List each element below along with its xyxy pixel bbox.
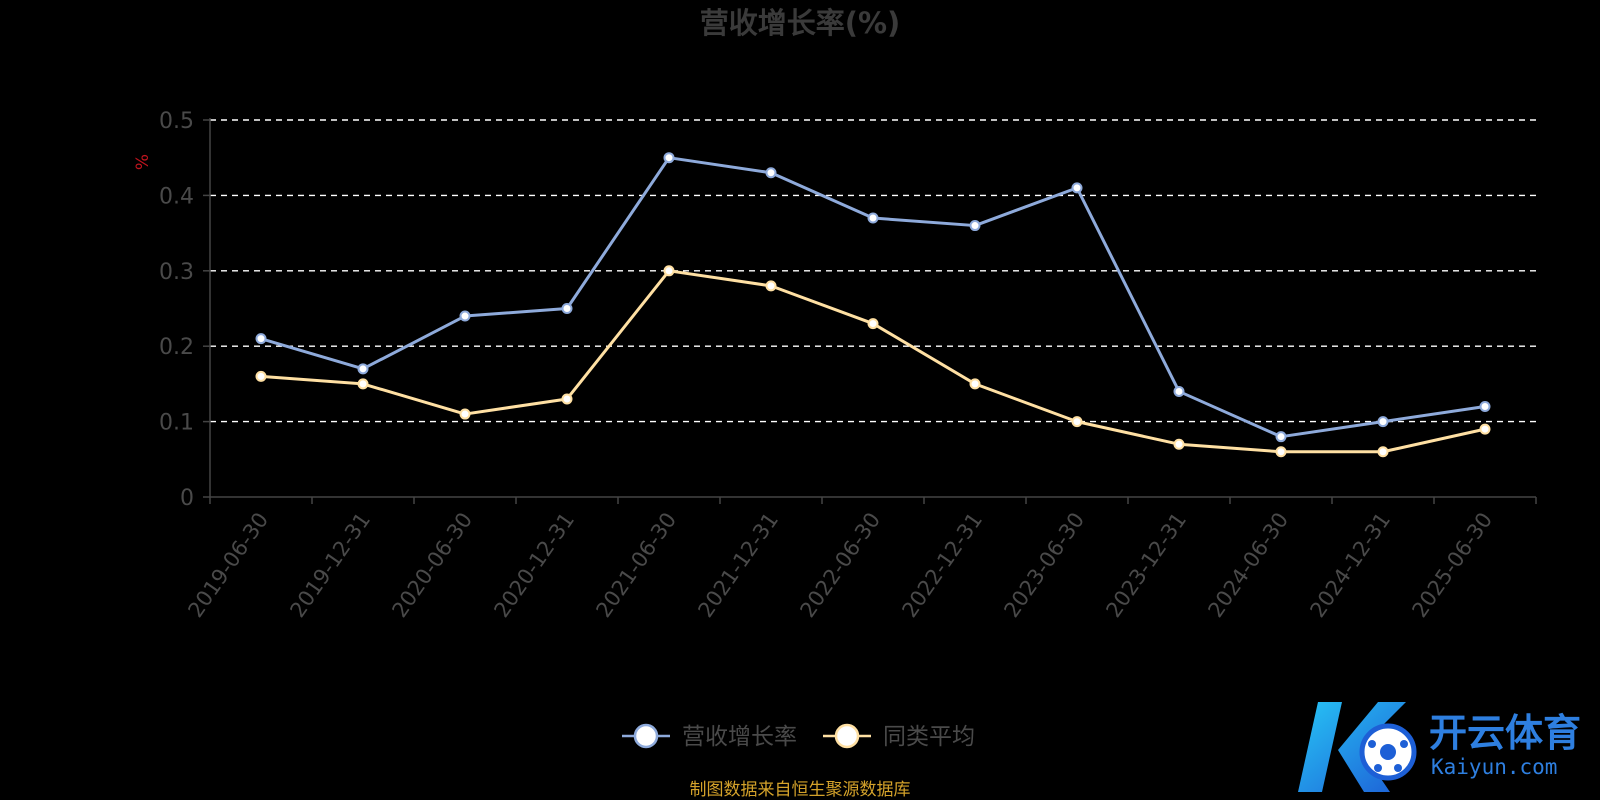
x-tick-label: 2021-12-31 [693, 508, 783, 622]
legend-label-peer-average: 同类平均 [883, 724, 975, 750]
data-point[interactable] [1173, 438, 1185, 450]
data-point[interactable] [255, 333, 267, 345]
data-point[interactable] [561, 393, 573, 405]
series-revenue-growth [255, 152, 1491, 443]
data-point[interactable] [969, 220, 981, 232]
data-point[interactable] [663, 265, 675, 277]
x-tick-label: 2024-06-30 [1203, 508, 1293, 622]
y-tick-label: 0.3 [159, 260, 194, 285]
y-tick-label: 0.2 [159, 335, 194, 360]
x-tick-label: 2023-06-30 [999, 508, 1089, 622]
series-line [260, 269, 1486, 454]
data-point[interactable] [1377, 446, 1389, 458]
x-tick-label: 2019-06-30 [183, 508, 273, 622]
data-point[interactable] [1275, 431, 1287, 443]
data-point[interactable] [1377, 416, 1389, 428]
data-point[interactable] [1275, 446, 1287, 458]
data-point[interactable] [1071, 182, 1083, 194]
legend: 营收增长率 同类平均 [622, 723, 975, 750]
data-point[interactable] [357, 363, 369, 375]
x-tick-label: 2021-06-30 [591, 508, 681, 622]
watermark-brand-cn: 开云体育 [1429, 711, 1581, 755]
axes [203, 118, 1537, 504]
data-point[interactable] [663, 152, 675, 164]
watermark-brand-en: Kaiyun.com [1431, 755, 1557, 779]
series-lines [255, 152, 1491, 458]
x-tick-label: 2020-12-31 [489, 508, 579, 622]
grid-lines [210, 119, 1536, 423]
x-tick-label: 2022-06-30 [795, 508, 885, 622]
data-point[interactable] [765, 167, 777, 179]
data-point[interactable] [867, 212, 879, 224]
data-point[interactable] [459, 310, 471, 322]
data-point[interactable] [1071, 416, 1083, 428]
data-point[interactable] [1173, 385, 1185, 397]
source-note: 制图数据来自恒生聚源数据库 [690, 780, 911, 800]
y-tick-label: 0.5 [159, 109, 194, 134]
x-tick-labels: 2019-06-30 2019-12-31 2020-06-30 2020-12-31… [183, 508, 1497, 622]
data-point[interactable] [255, 370, 267, 382]
series-peer-average [255, 265, 1491, 458]
x-tick-label: 2023-12-31 [1101, 508, 1191, 622]
y-tick-label: 0.4 [159, 184, 194, 209]
y-tick-label: 0.1 [159, 411, 194, 436]
y-tick-labels: 0 0.1 0.2 0.3 0.4 0.5 [159, 109, 194, 511]
x-tick-label: 2019-12-31 [285, 508, 375, 622]
y-tick-label: 0 [180, 486, 194, 511]
x-tick-label: 2025-06-30 [1407, 508, 1497, 622]
data-point[interactable] [969, 378, 981, 390]
series-line [260, 156, 1486, 439]
x-tick-label: 2020-06-30 [387, 508, 477, 622]
data-point[interactable] [561, 303, 573, 314]
legend-item-peer-average[interactable]: 同类平均 [823, 723, 975, 750]
chart-title: 营收增长率(%) [700, 6, 901, 40]
data-point[interactable] [1479, 401, 1491, 413]
logo-k-icon [1298, 702, 1406, 792]
x-tick-label: 2022-12-31 [897, 508, 987, 622]
y-unit-label: % [133, 154, 153, 170]
data-point[interactable] [765, 280, 777, 292]
data-point[interactable] [867, 318, 879, 330]
data-point[interactable] [357, 378, 369, 390]
legend-label-revenue-growth: 营收增长率 [682, 724, 797, 750]
data-point[interactable] [1479, 423, 1491, 435]
x-tick-label: 2024-12-31 [1305, 508, 1395, 622]
watermark-logo: 开云体育 Kaiyun.com [1298, 702, 1581, 792]
data-point[interactable] [459, 408, 471, 420]
legend-item-revenue-growth[interactable]: 营收增长率 [622, 723, 797, 750]
